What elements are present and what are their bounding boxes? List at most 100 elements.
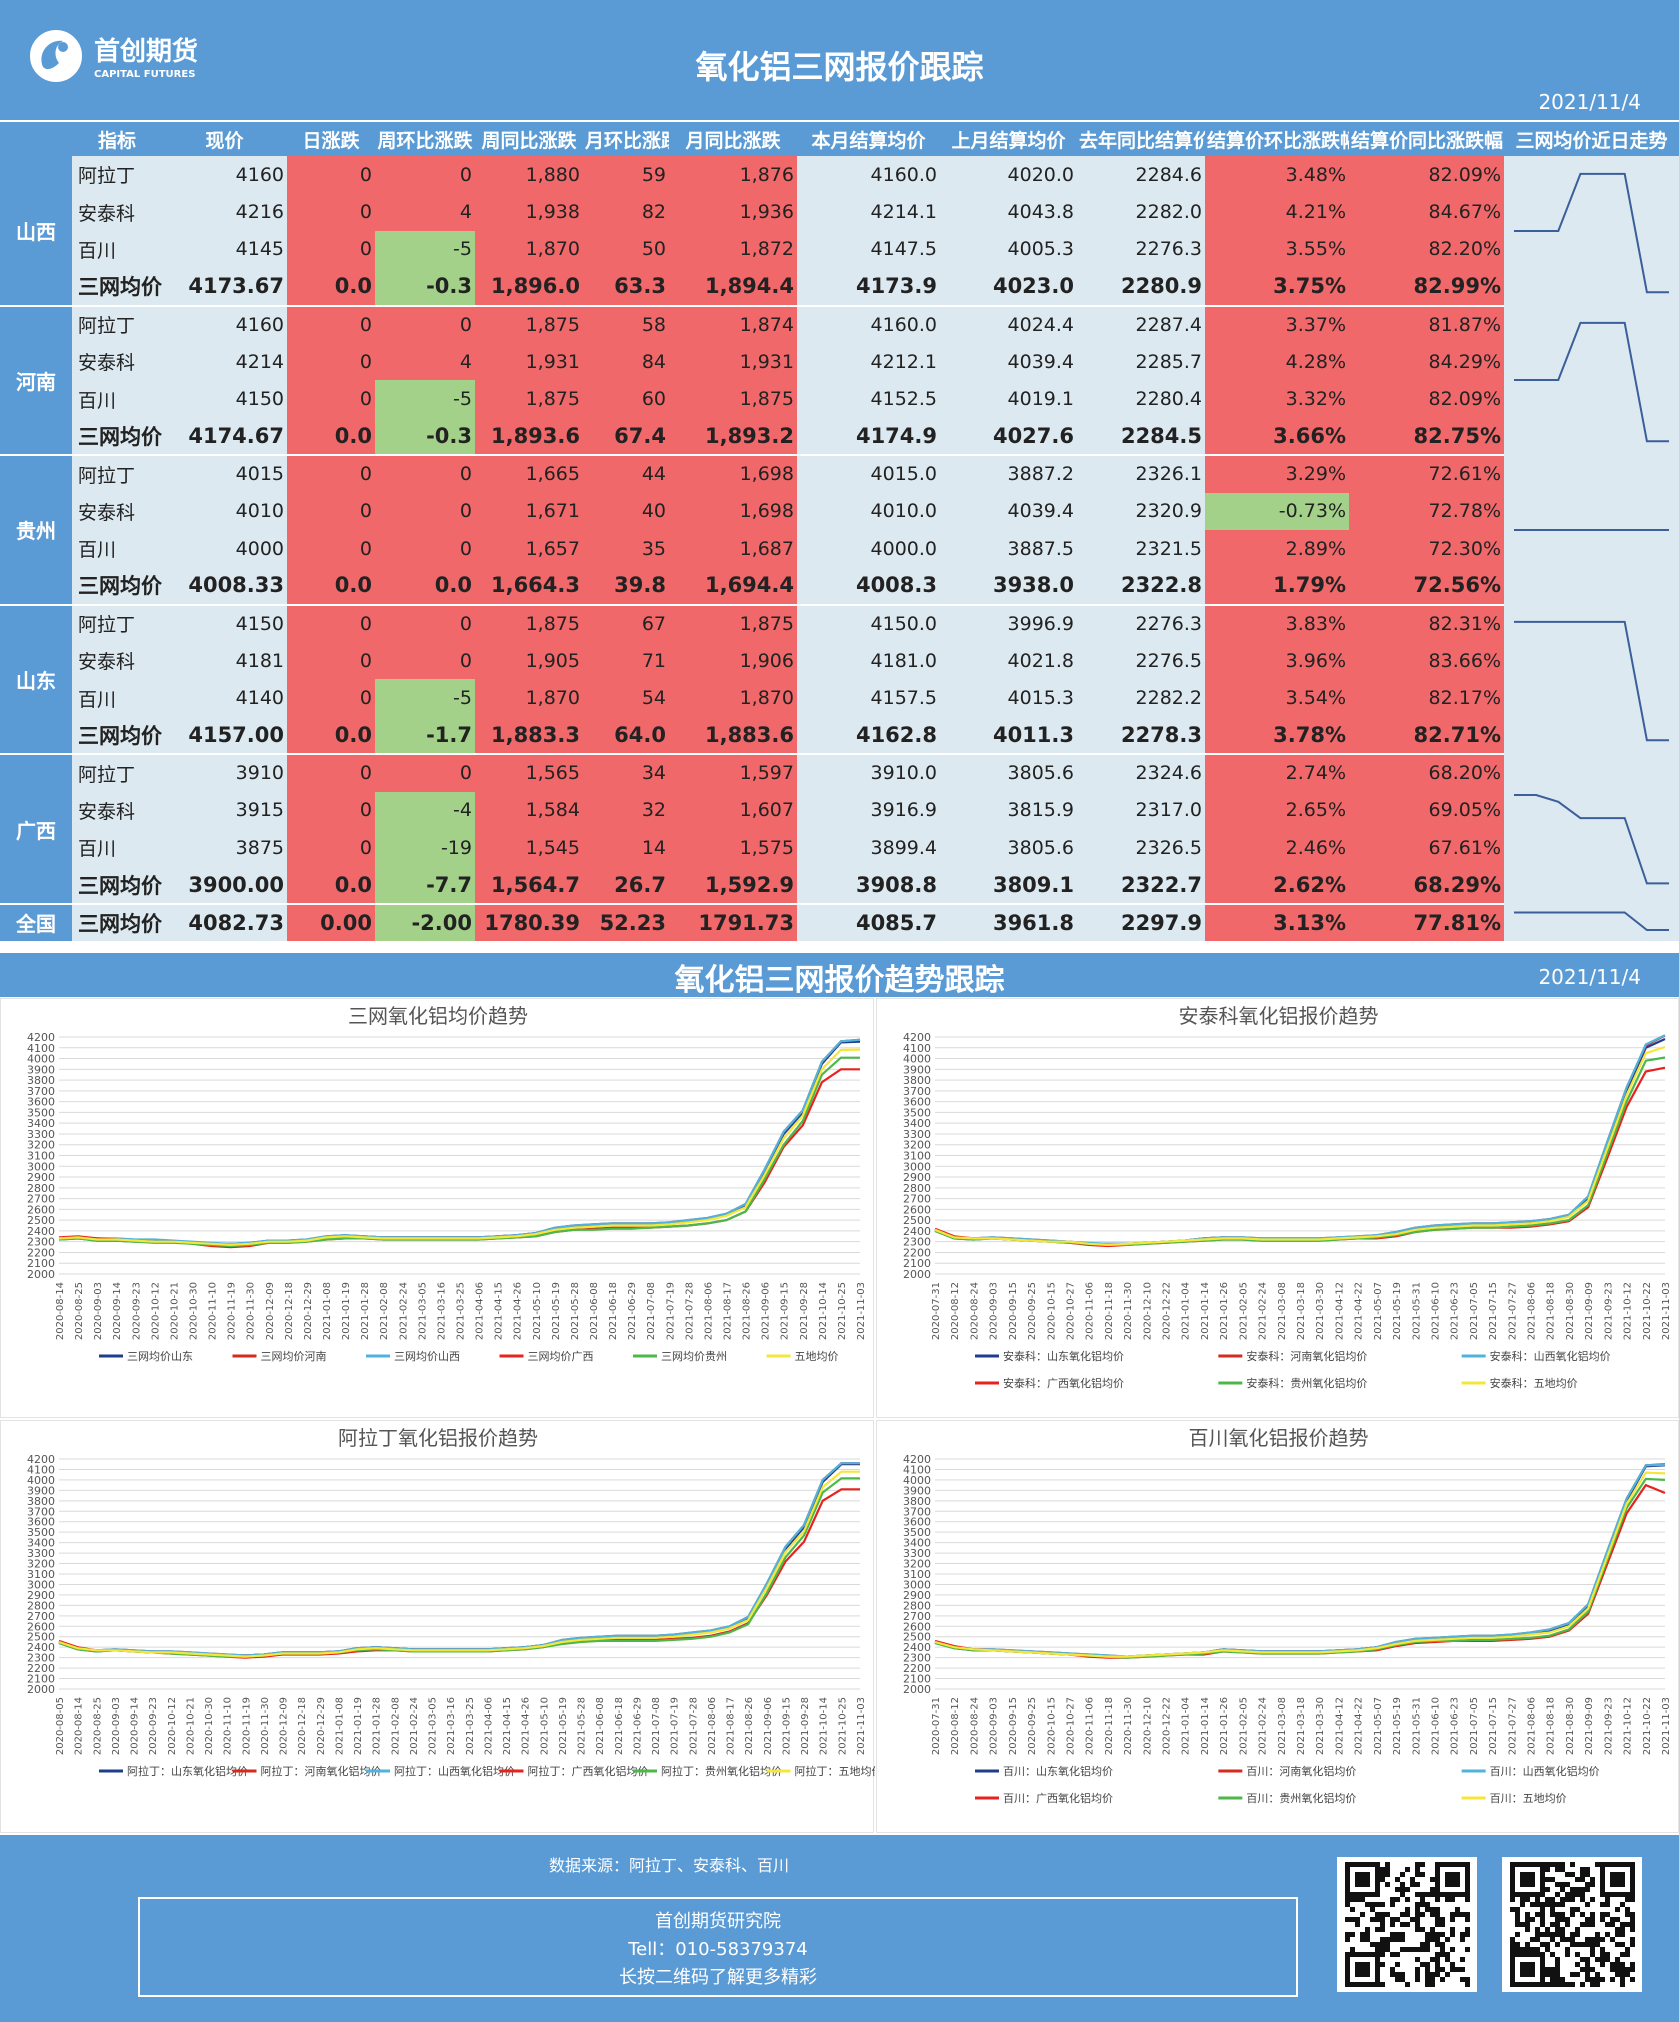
cell-6: 4160.0 xyxy=(797,156,940,194)
x-tick-label: 2021-05-19 xyxy=(558,1697,569,1755)
x-tick-label: 2021-07-28 xyxy=(684,1282,695,1340)
chart-panel-4: 百川氧化铝报价趋势 2000 2100 2200 2300 2400 2500 2600 270… xyxy=(876,1420,1679,1833)
sparkline-line xyxy=(1514,621,1669,742)
y-tick-label: 3700 xyxy=(27,1505,55,1518)
cell-7: 3805.6 xyxy=(940,754,1077,792)
y-tick-label: 4100 xyxy=(903,1042,931,1055)
x-tick-label: 2021-07-08 xyxy=(651,1697,662,1755)
table-row: 安泰科 4181 0 0 1,905 71 1,906 4181.0 4021.8 2276.5 3… xyxy=(0,642,1679,680)
cell-9: 3.13% xyxy=(1205,903,1349,943)
cell-3: 1,657 xyxy=(475,529,583,568)
y-tick-label: 3600 xyxy=(903,1096,931,1109)
column-header: 周同比涨跌 xyxy=(475,122,583,156)
x-tick-label: 2020-09-03 xyxy=(93,1282,104,1340)
cell-5: 1,906 xyxy=(669,642,797,680)
x-tick-label: 2021-04-22 xyxy=(1354,1697,1365,1755)
qr-tip: 长按二维码了解更多精彩 xyxy=(619,1967,817,1988)
cell-0: 4157.00 xyxy=(162,716,287,756)
cell-3: 1,671 xyxy=(475,492,583,530)
cell-3: 1,883.3 xyxy=(475,716,583,756)
cell-5: 1,883.6 xyxy=(669,716,797,756)
cell-8: 2276.3 xyxy=(1077,230,1205,269)
y-tick-label: 2100 xyxy=(27,1257,55,1270)
cell-2: -19 xyxy=(375,829,475,867)
y-tick-label: 3400 xyxy=(27,1117,55,1130)
x-tick-label: 2021-01-28 xyxy=(372,1697,383,1755)
x-tick-label: 2021-02-24 xyxy=(1258,1697,1269,1755)
x-tick-label: 2021-04-15 xyxy=(502,1697,513,1755)
cell-0: 4160 xyxy=(162,305,287,343)
cell-8: 2280.9 xyxy=(1077,268,1205,307)
cell-1: 0 xyxy=(287,230,375,269)
cell-6: 4212.1 xyxy=(797,342,940,381)
x-tick-label: 2020-12-29 xyxy=(316,1697,327,1755)
x-tick-label: 2021-08-06 xyxy=(703,1282,714,1340)
x-tick-label: 2020-09-03 xyxy=(989,1697,1000,1755)
cell-4: 34 xyxy=(583,754,669,792)
column-header: 结算价环比涨跌幅 xyxy=(1205,122,1349,156)
cell-2: 4 xyxy=(375,193,475,231)
x-tick-label: 2021-06-29 xyxy=(627,1282,638,1340)
x-tick-label: 2021-07-05 xyxy=(1469,1282,1480,1340)
series-line xyxy=(58,1477,860,1658)
cell-9: 3.55% xyxy=(1205,230,1349,269)
y-tick-label: 3400 xyxy=(903,1537,931,1550)
cell-8: 2297.9 xyxy=(1077,903,1205,943)
cell-8: 2287.4 xyxy=(1077,305,1205,343)
x-tick-label: 2021-08-18 xyxy=(1546,1697,1557,1755)
x-tick-label: 2020-08-14 xyxy=(55,1282,66,1340)
legend-label: 阿拉丁：山西氧化铝均价 xyxy=(394,1764,515,1778)
y-tick-label: 2700 xyxy=(903,1610,931,1623)
x-tick-label: 2021-05-31 xyxy=(1411,1697,1422,1755)
cell-6: 3910.0 xyxy=(797,754,940,792)
table-row: 三网均价 4174.67 0.0 -0.3 1,893.6 67.4 1,893.2 4174… xyxy=(0,417,1679,457)
cell-1: 0.0 xyxy=(287,866,375,905)
cell-0: 4000 xyxy=(162,529,287,568)
trend-sparkline xyxy=(1504,903,1679,943)
logo-text: 首创期货 xyxy=(94,37,199,67)
cell-6: 3908.8 xyxy=(797,866,940,905)
x-tick-label: 2021-04-12 xyxy=(1334,1282,1345,1340)
row-label: 阿拉丁 xyxy=(72,604,162,643)
cell-3: 1,565 xyxy=(475,754,583,792)
x-tick-label: 2021-10-25 xyxy=(837,1282,848,1340)
cell-2: 0 xyxy=(375,754,475,792)
cell-0: 4150 xyxy=(162,380,287,418)
y-tick-label: 3600 xyxy=(903,1516,931,1529)
x-tick-label: 2021-05-07 xyxy=(1373,1697,1384,1755)
x-tick-label: 2020-08-05 xyxy=(55,1697,66,1755)
legend-label: 三网均价河南 xyxy=(261,1350,327,1363)
x-tick-label: 2020-09-25 xyxy=(1027,1697,1038,1755)
cell-0: 3915 xyxy=(162,791,287,830)
legend-label: 百川：河南氧化铝均价 xyxy=(1246,1764,1356,1778)
cell-3: 1,938 xyxy=(475,193,583,231)
x-tick-label: 2021-08-17 xyxy=(723,1282,734,1340)
x-tick-label: 2021-06-10 xyxy=(1430,1697,1441,1755)
column-header: 周环比涨跌 xyxy=(375,122,475,156)
table-row: 广西 阿拉丁 3910 0 0 1,565 34 1,597 3910.0 3805.6 2324.… xyxy=(0,754,1679,905)
header-region xyxy=(0,122,72,156)
cell-1: 0 xyxy=(287,342,375,381)
qr-code-2[interactable] xyxy=(1502,1857,1642,1992)
org-name: 首创期货研究院 xyxy=(655,1911,781,1932)
cell-5: 1,607 xyxy=(669,791,797,830)
column-header: 指标 xyxy=(72,122,162,156)
x-tick-label: 2021-06-23 xyxy=(1450,1282,1461,1340)
series-line xyxy=(58,1470,860,1658)
cell-9: 3.54% xyxy=(1205,679,1349,717)
column-header: 月环比涨跌 xyxy=(583,122,669,156)
cell-0: 4008.33 xyxy=(162,567,287,606)
y-tick-label: 3100 xyxy=(903,1150,931,1163)
cell-7: 4019.1 xyxy=(940,380,1077,418)
cell-6: 4008.3 xyxy=(797,567,940,606)
x-tick-label: 2021-03-30 xyxy=(1315,1282,1326,1340)
x-tick-label: 2020-11-19 xyxy=(241,1697,252,1755)
x-tick-label: 2021-03-18 xyxy=(1296,1282,1307,1340)
x-tick-label: 2021-03-30 xyxy=(1315,1697,1326,1755)
qr-code-1[interactable] xyxy=(1337,1857,1477,1992)
cell-4: 60 xyxy=(583,380,669,418)
cell-6: 4181.0 xyxy=(797,642,940,680)
y-tick-label: 2800 xyxy=(27,1599,55,1612)
y-tick-label: 3000 xyxy=(27,1578,55,1591)
cell-10: 68.29% xyxy=(1349,866,1504,905)
